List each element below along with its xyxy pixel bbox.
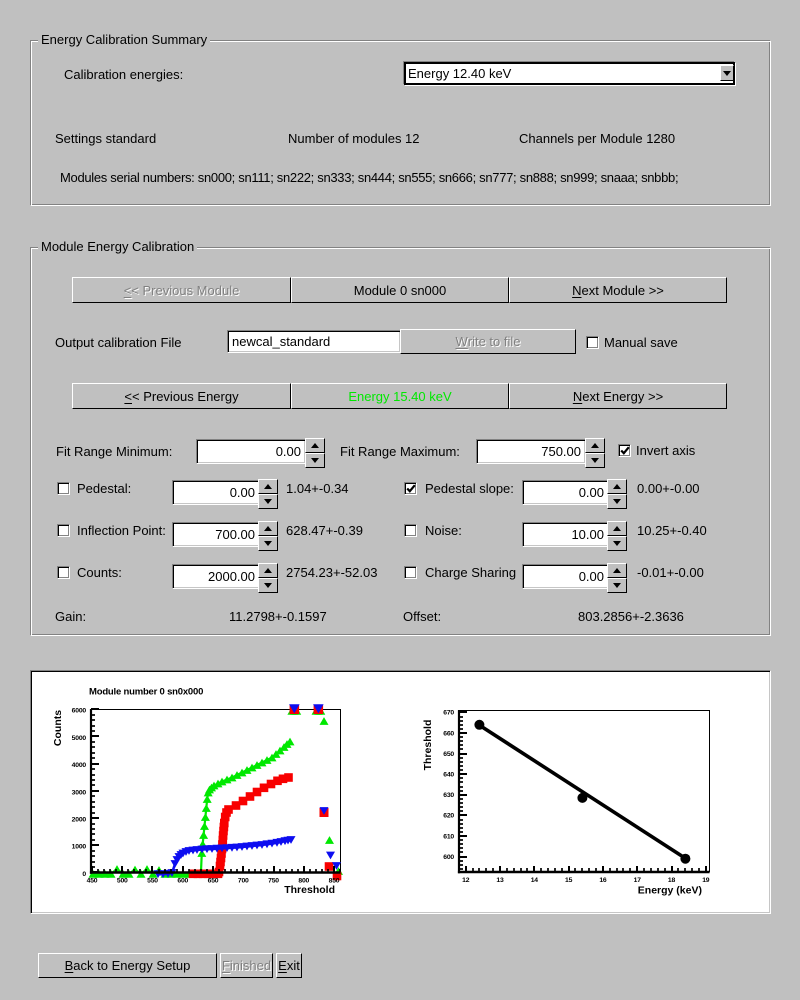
- svg-text:3000: 3000: [72, 789, 87, 796]
- svg-text:14: 14: [531, 877, 539, 884]
- svg-text:600: 600: [177, 877, 188, 884]
- svg-text:620: 620: [443, 813, 454, 820]
- svg-text:Threshold: Threshold: [284, 884, 335, 896]
- svg-text:2000: 2000: [72, 817, 87, 824]
- svg-text:16: 16: [599, 877, 607, 884]
- svg-text:600: 600: [443, 854, 454, 861]
- svg-text:500: 500: [117, 877, 128, 884]
- svg-text:670: 670: [443, 710, 454, 717]
- svg-text:18: 18: [668, 877, 676, 884]
- svg-text:12: 12: [462, 877, 470, 884]
- svg-text:5000: 5000: [72, 735, 87, 742]
- svg-text:17: 17: [634, 877, 642, 884]
- svg-text:850: 850: [329, 877, 340, 884]
- svg-text:Module number 0 sn0x000: Module number 0 sn0x000: [89, 687, 203, 698]
- svg-text:650: 650: [443, 751, 454, 758]
- svg-text:Counts: Counts: [52, 710, 64, 746]
- svg-text:6000: 6000: [72, 708, 87, 715]
- svg-text:0: 0: [82, 871, 86, 878]
- svg-text:630: 630: [443, 792, 454, 799]
- svg-text:660: 660: [443, 730, 454, 737]
- svg-text:450: 450: [87, 877, 98, 884]
- svg-text:1000: 1000: [72, 844, 87, 851]
- svg-text:800: 800: [298, 877, 309, 884]
- svg-text:610: 610: [443, 833, 454, 840]
- svg-text:650: 650: [208, 877, 219, 884]
- svg-text:750: 750: [268, 877, 279, 884]
- svg-text:640: 640: [443, 772, 454, 779]
- svg-text:13: 13: [496, 877, 504, 884]
- svg-text:Energy (keV): Energy (keV): [638, 885, 702, 897]
- svg-text:Threshold: Threshold: [422, 720, 434, 771]
- svg-text:15: 15: [565, 877, 573, 884]
- svg-text:550: 550: [147, 877, 158, 884]
- svg-text:700: 700: [238, 877, 249, 884]
- svg-text:19: 19: [702, 877, 710, 884]
- svg-text:4000: 4000: [72, 762, 87, 769]
